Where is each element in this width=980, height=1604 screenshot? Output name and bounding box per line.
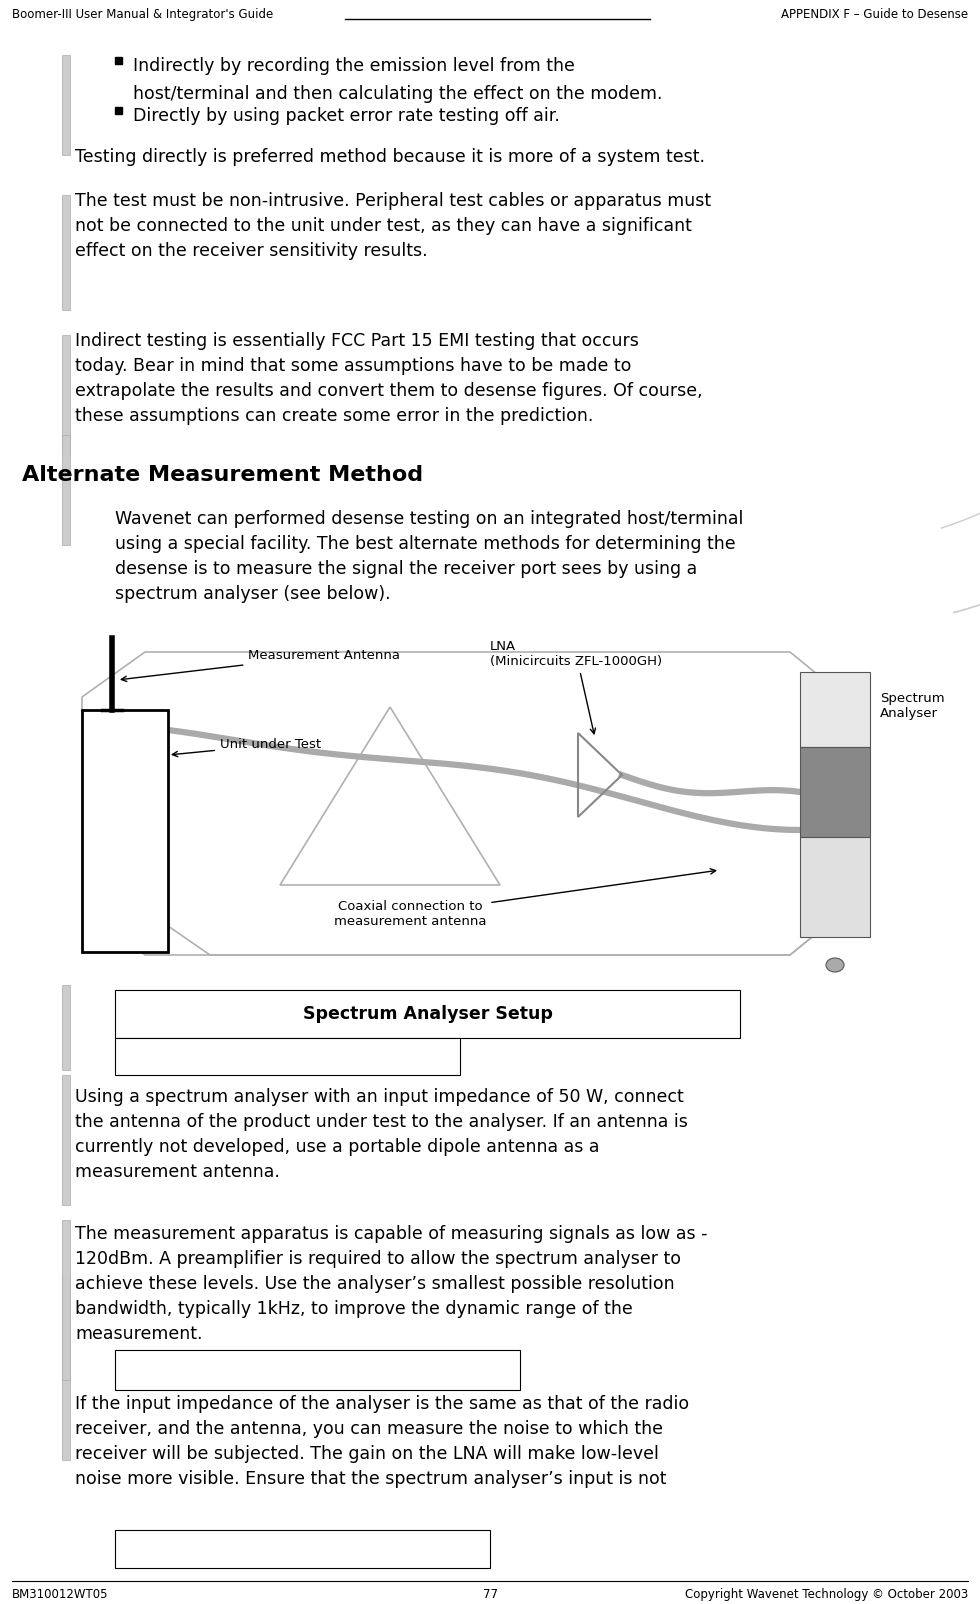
Ellipse shape: [826, 958, 844, 972]
Bar: [115, 1530, 490, 1569]
Text: If the input impedance of the analyser is the same as that of the radio
receiver: If the input impedance of the analyser i…: [75, 1395, 689, 1489]
Bar: [800, 837, 870, 937]
Text: Using a spectrum analyser with an input impedance of 50 W, connect
the antenna o: Using a spectrum analyser with an input …: [75, 1088, 688, 1181]
Text: Boomer-III User Manual & Integrator's Guide: Boomer-III User Manual & Integrator's Gu…: [12, 8, 273, 21]
Bar: [62, 335, 70, 456]
Text: Spectrum
Analyser: Spectrum Analyser: [880, 691, 945, 720]
Text: Coaxial connection to
measurement antenna: Coaxial connection to measurement antenn…: [334, 869, 715, 929]
Bar: [800, 672, 870, 747]
Text: Measurement Antenna: Measurement Antenna: [122, 650, 400, 682]
Text: The measurement apparatus is capable of measuring signals as low as -
120dBm. A : The measurement apparatus is capable of …: [75, 1225, 708, 1343]
Text: Copyright Wavenet Technology © October 2003: Copyright Wavenet Technology © October 2…: [685, 1588, 968, 1601]
Bar: [62, 1275, 70, 1460]
Text: 77: 77: [482, 1588, 498, 1601]
Bar: [115, 107, 122, 114]
Text: LNA
(Minicircuits ZFL-1000GH): LNA (Minicircuits ZFL-1000GH): [490, 640, 662, 733]
Text: Alternate Measurement Method: Alternate Measurement Method: [22, 465, 423, 484]
Text: The test must be non-intrusive. Peripheral test cables or apparatus must
not be : The test must be non-intrusive. Peripher…: [75, 192, 711, 260]
Text: Unit under Test: Unit under Test: [172, 738, 321, 757]
Text: APPENDIX F – Guide to Desense: APPENDIX F – Guide to Desense: [781, 8, 968, 21]
Bar: [82, 711, 168, 953]
Bar: [62, 196, 70, 310]
Bar: [800, 747, 870, 837]
Bar: [62, 985, 70, 1070]
Bar: [115, 990, 740, 1038]
Text: Wavenet can performed desense testing on an integrated host/terminal
using a spe: Wavenet can performed desense testing on…: [115, 510, 744, 603]
Bar: [115, 1351, 520, 1391]
Bar: [115, 1038, 460, 1075]
Text: Testing directly is preferred method because it is more of a system test.: Testing directly is preferred method bec…: [75, 148, 705, 165]
Text: BM310012WT05: BM310012WT05: [12, 1588, 109, 1601]
Text: Indirect testing is essentially FCC Part 15 EMI testing that occurs
today. Bear : Indirect testing is essentially FCC Part…: [75, 332, 703, 425]
Bar: [115, 58, 122, 64]
Bar: [62, 1221, 70, 1379]
Text: host/terminal and then calculating the effect on the modem.: host/terminal and then calculating the e…: [133, 85, 662, 103]
Bar: [62, 55, 70, 156]
Text: Spectrum Analyser Setup: Spectrum Analyser Setup: [303, 1006, 553, 1023]
Text: Directly by using packet error rate testing off air.: Directly by using packet error rate test…: [133, 107, 560, 125]
Text: Indirectly by recording the emission level from the: Indirectly by recording the emission lev…: [133, 58, 575, 75]
Bar: [62, 1075, 70, 1205]
Bar: [62, 435, 70, 545]
